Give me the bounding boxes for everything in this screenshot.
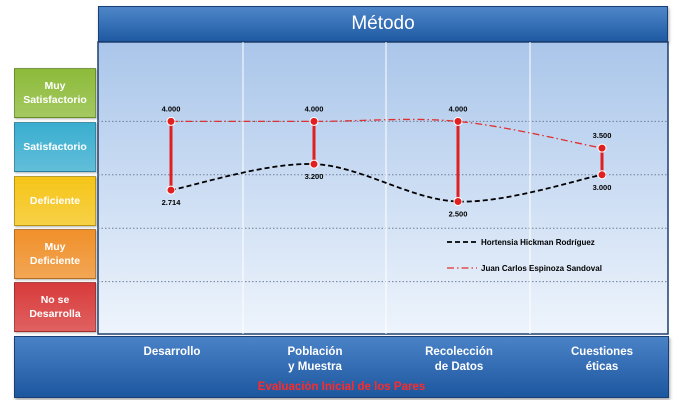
data-label: 4.000 — [449, 104, 468, 113]
data-label: 3.000 — [593, 183, 612, 192]
plot-background — [97, 41, 669, 335]
ylevel-no-se-desarrolla: No se Desarrolla — [14, 282, 96, 332]
ylevel-muy-deficiente: Muy Deficiente — [14, 229, 96, 279]
data-point — [166, 185, 176, 195]
ylevel-deficiente: Deficiente — [14, 176, 96, 226]
data-point — [166, 116, 176, 126]
series-line-juan-carlos — [170, 118, 603, 149]
data-label: 4.000 — [305, 104, 324, 113]
x-tick-label-poblacion: Población y Muestra — [287, 346, 343, 373]
legend-label: Juan Carlos Espinoza Sandoval — [481, 264, 602, 273]
data-point — [309, 159, 319, 169]
data-point — [597, 143, 607, 153]
ylevel-muy-satisfactorio: Muy Satisfactorio — [14, 68, 96, 118]
data-point — [597, 170, 607, 180]
x-tick-label-desarrollo: Desarrollo — [143, 346, 201, 358]
data-label: 2.714 — [162, 198, 182, 207]
data-point — [453, 197, 463, 206]
x-axis-label: Evaluación Inicial de los Pares — [257, 381, 426, 393]
footer-bar: Desarrollo Población y Muestra Recolecci… — [14, 336, 669, 398]
ylevel-satisfactorio: Satisfactorio — [14, 122, 96, 172]
data-label: 4.000 — [162, 104, 181, 113]
data-point — [453, 116, 463, 126]
x-tick-label-cuestiones: Cuestiones éticas — [571, 346, 633, 373]
x-tick-label-recoleccion: Recolección de Datos — [425, 346, 493, 373]
data-label: 3.500 — [593, 131, 612, 140]
data-label: 3.200 — [305, 172, 324, 181]
chart-title: Método — [98, 6, 668, 42]
data-label: 2.500 — [449, 210, 468, 219]
data-point — [309, 116, 319, 126]
legend-label: Hortensia Hickman Rodríguez — [481, 238, 595, 247]
series-line-hortensia — [170, 163, 603, 203]
